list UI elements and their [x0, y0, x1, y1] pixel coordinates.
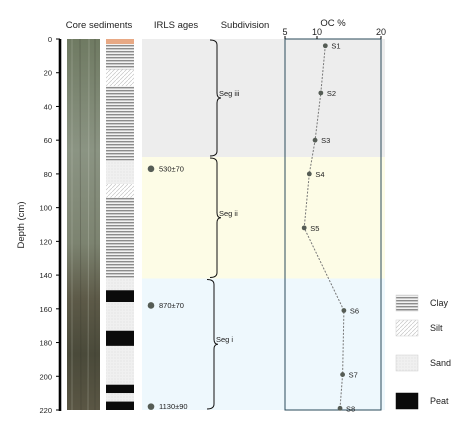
- lithology-column: [106, 39, 134, 410]
- age-marker: [147, 165, 155, 173]
- oc-point: [341, 308, 347, 313]
- oc-point: [322, 43, 328, 49]
- core-sediments-header: Core sediments: [66, 20, 133, 31]
- oc-point: [312, 137, 318, 143]
- subdivision-header: Subdivision: [221, 20, 270, 31]
- depth-tick-label: 60: [44, 136, 52, 145]
- oc-point: [340, 372, 345, 377]
- litho-unit-sand: [106, 393, 134, 402]
- litho-unit-sand: [106, 302, 134, 331]
- litho-unit-sand: [106, 160, 134, 185]
- lithology-legend: Clay Silt Sand Peat: [395, 294, 451, 410]
- zone-band-3: [142, 278, 385, 410]
- subdivision-brace: [206, 278, 219, 410]
- litho-unit-clay: [106, 197, 134, 279]
- depth-tick-label: 120: [39, 237, 52, 246]
- oc-point-label: S6: [350, 307, 359, 316]
- depth-tick-label: 160: [39, 305, 52, 314]
- depth-tick-label: 140: [39, 271, 52, 280]
- legend-swatch-silt: [395, 319, 419, 337]
- age-label: 530±70: [159, 164, 184, 173]
- zone-band-2: [142, 157, 385, 279]
- subdivision-label: Seg ii: [219, 209, 238, 218]
- subdivision-label: Seg iii: [219, 89, 240, 98]
- litho-unit-sand: [106, 278, 134, 291]
- oc-point: [301, 225, 307, 231]
- litho-unit-peat: [106, 290, 134, 303]
- oc-point: [337, 405, 343, 411]
- oc-point-label: S5: [310, 224, 319, 233]
- oc-series: S1 S2 S3 S4 S5 S6 S7 S8: [301, 42, 359, 413]
- oc-axis-ticks: 5 10 20: [282, 27, 386, 39]
- zone-band-1: [142, 39, 385, 158]
- oc-tick-label: 5: [282, 27, 287, 37]
- oc-point-label: S8: [346, 404, 355, 413]
- legend-swatch-clay: [395, 294, 419, 312]
- litho-unit-silt: [106, 184, 134, 198]
- depth-axis-label: Depth (cm): [16, 202, 27, 249]
- litho-unit-clay: [106, 44, 134, 70]
- depth-tick-label: 200: [39, 372, 52, 381]
- litho-unit-clay: [106, 86, 134, 161]
- legend-label-peat: Peat: [430, 396, 449, 406]
- oc-point: [318, 90, 324, 96]
- oc-tick-label: 20: [376, 27, 386, 37]
- legend-label-clay: Clay: [430, 298, 449, 308]
- subdivision-brace: [209, 39, 222, 157]
- oc-plot-frame: [284, 38, 382, 411]
- subdivision-braces: Seg iii Seg ii Seg i: [206, 39, 240, 410]
- oc-point-label: S4: [315, 170, 324, 179]
- litho-unit-peat: [106, 401, 134, 410]
- depth-tick-label: 0: [48, 35, 52, 44]
- age-marker: [147, 302, 155, 309]
- depth-tick-label: 40: [44, 102, 52, 111]
- subdivision-brace: [209, 157, 222, 278]
- litho-unit-peat: [106, 330, 134, 346]
- age-label: 1130±90: [159, 402, 188, 411]
- oc-point-label: S1: [331, 42, 340, 51]
- depth-tick-label: 20: [44, 69, 52, 78]
- depth-tick-label: 80: [44, 170, 52, 179]
- litho-unit-sand: [106, 345, 134, 385]
- oc-tick-label: 10: [312, 27, 322, 37]
- legend-label-silt: Silt: [430, 323, 443, 333]
- zone-backgrounds: [142, 39, 385, 410]
- oc-point-label: S3: [321, 136, 330, 145]
- depth-tick-label: 220: [39, 406, 52, 415]
- litho-unit-peat: [106, 384, 134, 394]
- age-label: 870±70: [159, 301, 184, 310]
- irls-ages-header: IRLS ages: [154, 20, 199, 31]
- core-photo: [67, 39, 100, 410]
- litho-unit-silt: [106, 69, 134, 87]
- depth-axis-ticks: 0 20 40 60 80 100 120 140 160 180 200 220: [39, 35, 60, 415]
- age-marker: [147, 403, 155, 410]
- oc-point-label: S2: [327, 89, 336, 98]
- litho-unit-orange: [106, 39, 134, 45]
- depth-tick-label: 180: [39, 339, 52, 348]
- legend-swatch-sand: [395, 354, 419, 372]
- oc-point: [306, 171, 312, 177]
- irls-ages: 530±70 870±70 1130±90: [147, 164, 188, 411]
- subdivision-label: Seg i: [216, 335, 233, 344]
- oc-point-label: S7: [349, 371, 358, 380]
- depth-tick-label: 100: [39, 204, 52, 213]
- legend-swatch-peat: [395, 392, 419, 410]
- legend-label-sand: Sand: [430, 358, 451, 368]
- core-photo-streaks: [71, 38, 96, 411]
- oc-header: OC %: [320, 18, 346, 29]
